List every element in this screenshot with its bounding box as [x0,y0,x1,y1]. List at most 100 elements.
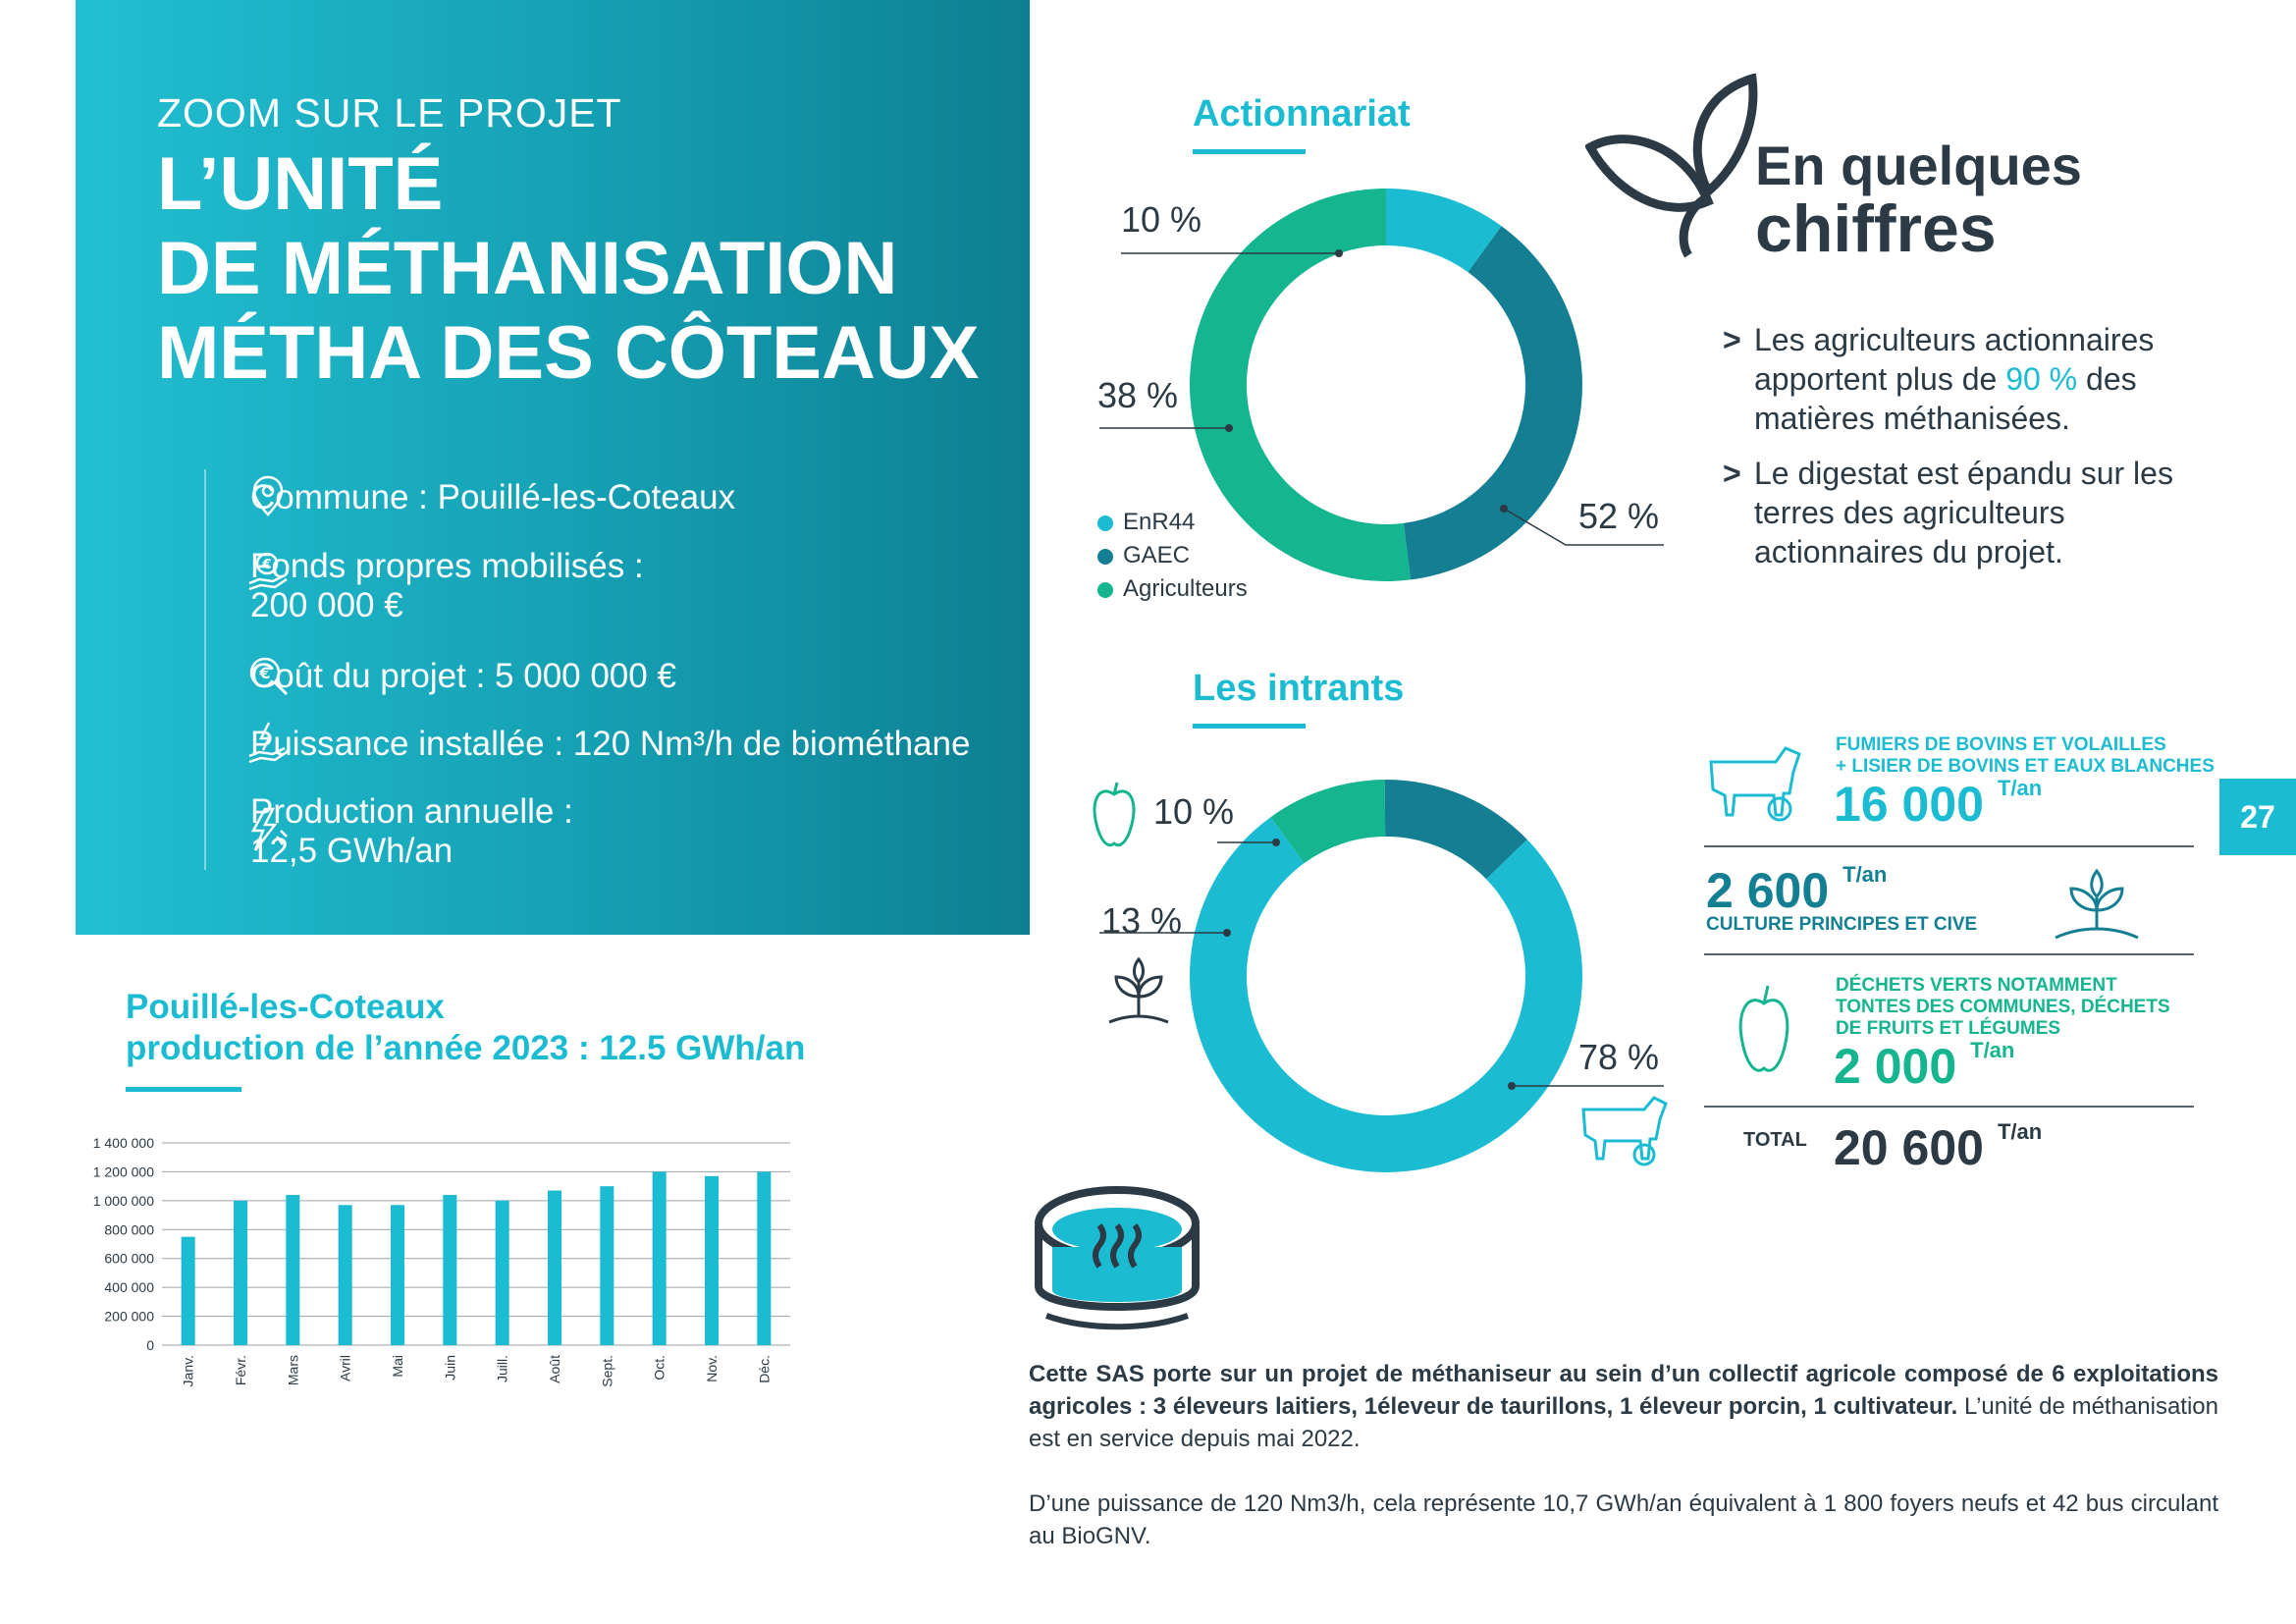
bullet1-text-a: Les agriculteurs actionnaires apportent … [1754,322,2155,397]
euro-search-icon: € [249,657,289,696]
x-tick-label: Janv. [181,1355,196,1386]
chiffres-line2: chiffres [1755,191,1997,266]
legend-agriculteurs-swatch [1097,581,1113,598]
actionnariat-donut-slice-1 [1403,226,1582,580]
lightning-icon [250,807,288,851]
row1-number: 16 000 [1834,777,1984,832]
production-bar-chart: 0 200 000 400 000 600 000 800 000 1 000 000 1 … [93,1135,790,1387]
bullet-marker: > [1723,322,1741,357]
intrants-donut-slice-1 [1384,780,1527,880]
x-tick-label: Déc. [756,1355,772,1383]
fact-production-line1: Production annuelle : [250,792,573,831]
x-tick-label: Août [547,1355,562,1383]
row2-unit: T/an [1842,862,1888,887]
x-tick-label: Juill. [495,1355,510,1382]
actionnariat-label-38: 38 % [1097,375,1179,415]
row2-caption: CULTURE PRINCIPES ET CIVE [1706,914,1978,935]
intrants-donut-leader-dot-1 [1223,929,1231,937]
row-separator-1 [1704,845,2194,847]
intrants-donut-leader-dot-2 [1508,1082,1516,1090]
row-separator-2 [1704,953,2194,955]
total-label: TOTAL [1743,1129,1807,1151]
fact-fonds-propres-line1: Fonds propres mobilisés : [250,547,644,585]
row3-number: 2 000 [1834,1039,1957,1094]
total-number: 20 600 [1834,1120,1984,1175]
project-description: Cette SAS porte sur un projet de méthani… [1029,1358,2218,1552]
x-tick-label: Oct. [652,1355,667,1380]
description-spacer [1029,1455,2218,1488]
bullet-digestat: > Le digestat est épandu sur les terres … [1723,454,2206,571]
apple-icon [1738,985,1789,1072]
x-tick-label: Avril [338,1355,353,1381]
intrants-label-10: 10 % [1153,791,1235,832]
x-tick-label: Mars [285,1355,300,1385]
legend-agriculteurs: Agriculteurs [1097,575,1248,603]
x-tick-label: Juin [442,1355,457,1380]
y-tick-label: 0 [146,1337,154,1353]
fact-commune: Commune : Pouillé-les-Coteaux [250,478,736,516]
cow-chicken-icon [1709,746,1801,822]
bar-Sept. [600,1186,614,1345]
apple-icon [1093,782,1136,847]
location-pin-icon [252,475,284,516]
bar-Juin [443,1194,457,1345]
energy-hand-icon [248,722,288,764]
intrants-donut-slice-0 [1270,780,1386,864]
actionnariat-donut-leader-dot-1 [1225,424,1233,432]
legend-enr44-label: EnR44 [1123,509,1196,535]
intrants-label-13: 13 % [1101,900,1183,941]
y-tick-label: 600 000 [104,1251,154,1267]
intrants-heading: Les intrants [1193,668,1405,709]
fact-production: Production annuelle : 12,5 GWh/an [250,792,573,871]
actionnariat-donut-slice-0 [1386,189,1502,273]
y-tick-label: 1 400 000 [93,1135,154,1151]
bar-Oct. [652,1171,667,1345]
description-paragraph-2: D’une puissance de 120 Nm3/h, cela repré… [1029,1490,2218,1549]
x-tick-label: Nov. [704,1355,720,1382]
page-number: 27 [2219,779,2296,855]
description-normal: L’unité de méthanisation est en service … [1029,1393,2218,1452]
total-unit: T/an [1997,1119,2043,1144]
y-tick-label: 800 000 [104,1221,154,1237]
legend-gaec: GAEC [1097,542,1190,569]
row1-value: 16 000 T/an [1834,776,2042,833]
legend-gaec-label: GAEC [1123,542,1191,568]
row1-caption-2: + LISIER DE BOVINS ET EAUX BLANCHES [1836,756,2215,777]
bar-Juill. [495,1200,509,1345]
row3-caption-1: DÉCHETS VERTS NOTAMMENT [1836,975,2117,996]
fact-puissance: Puissance installée : 120 Nm³/h de biomé… [250,725,971,763]
row3-value: 2 000 T/an [1834,1038,2014,1095]
hero-title-line2: DE MÉTHANISATION [157,227,898,310]
intrants-donut-slice-2 [1190,817,1582,1172]
row1-caption-1: FUMIERS DE BOVINS ET VOLAILLES [1836,734,2166,755]
legend-enr44-swatch [1097,514,1113,531]
cow-chicken-icon [1581,1096,1668,1166]
bar-Août [548,1190,561,1345]
bullet-marker: > [1723,456,1741,491]
actionnariat-donut-leader-dot-2 [1500,505,1508,513]
y-tick-label: 1 000 000 [93,1193,154,1209]
bar-Déc. [757,1171,772,1345]
fact-cout: Coût du projet : 5 000 000 € [250,657,676,695]
bar-Janv. [181,1236,195,1345]
hero-title-line1: L’UNITÉ [157,142,444,226]
bullet-agriculteurs: > Les agriculteurs actionnaires apporten… [1723,320,2206,438]
actionnariat-underline [1193,149,1306,154]
bar-Nov. [705,1175,719,1345]
actionnariat-label-10: 10 % [1121,199,1202,240]
euro-hand-icon: € [248,552,288,591]
x-tick-label: Mai [390,1355,405,1378]
bullet1-accent: 90 % [2005,361,2078,397]
production-underline [126,1087,241,1092]
y-tick-label: 1 200 000 [93,1164,154,1179]
row3-caption-2: TONTES DES COMMUNES, DÉCHETS [1836,997,2170,1017]
intrants-underline [1193,724,1306,729]
actionnariat-donut-chart [1099,189,1664,581]
legend-agriculteurs-label: Agriculteurs [1123,575,1248,602]
bar-Avril [338,1205,352,1345]
digester-tank-icon [1035,1186,1200,1330]
y-tick-label: 200 000 [104,1309,154,1325]
leaves-logo-icon [1585,74,1758,258]
actionnariat-label-52: 52 % [1578,496,1660,536]
x-tick-label: Sept. [599,1355,614,1387]
